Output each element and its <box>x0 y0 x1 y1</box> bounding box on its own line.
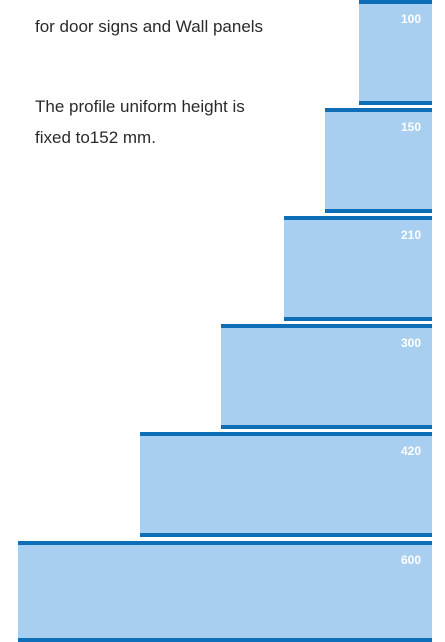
panel-top-border <box>284 216 432 220</box>
panel-size-label: 210 <box>400 228 421 242</box>
panel-bottom-border <box>140 533 432 537</box>
panel-bottom-border <box>221 425 432 429</box>
panel-top-border <box>140 432 432 436</box>
panel-bottom-border <box>18 638 432 642</box>
panel-210: 210 <box>284 216 432 321</box>
intro-line-2: The profile uniform height is <box>35 97 245 116</box>
intro-line-1: for door signs and Wall panels <box>35 17 264 36</box>
panel-size-label: 600 <box>400 553 421 567</box>
panel-top-border <box>18 541 432 545</box>
panel-size-label: 420 <box>400 444 421 458</box>
panel-bottom-border <box>284 317 432 321</box>
panel-size-label: 150 <box>400 120 421 134</box>
panel-top-border <box>359 0 432 4</box>
panel-top-border <box>325 108 432 112</box>
panel-bottom-border <box>325 209 432 213</box>
intro-line-3: fixed to152 mm. <box>35 128 156 147</box>
panel-420: 420 <box>140 432 432 537</box>
panel-size-label: 300 <box>400 336 421 350</box>
panel-600: 600 <box>18 541 432 642</box>
panel-300: 300 <box>221 324 432 429</box>
panel-top-border <box>221 324 432 328</box>
panel-100: 100 <box>359 0 432 105</box>
panel-size-label: 100 <box>400 12 421 26</box>
panel-bottom-border <box>359 101 432 105</box>
panel-150: 150 <box>325 108 432 213</box>
